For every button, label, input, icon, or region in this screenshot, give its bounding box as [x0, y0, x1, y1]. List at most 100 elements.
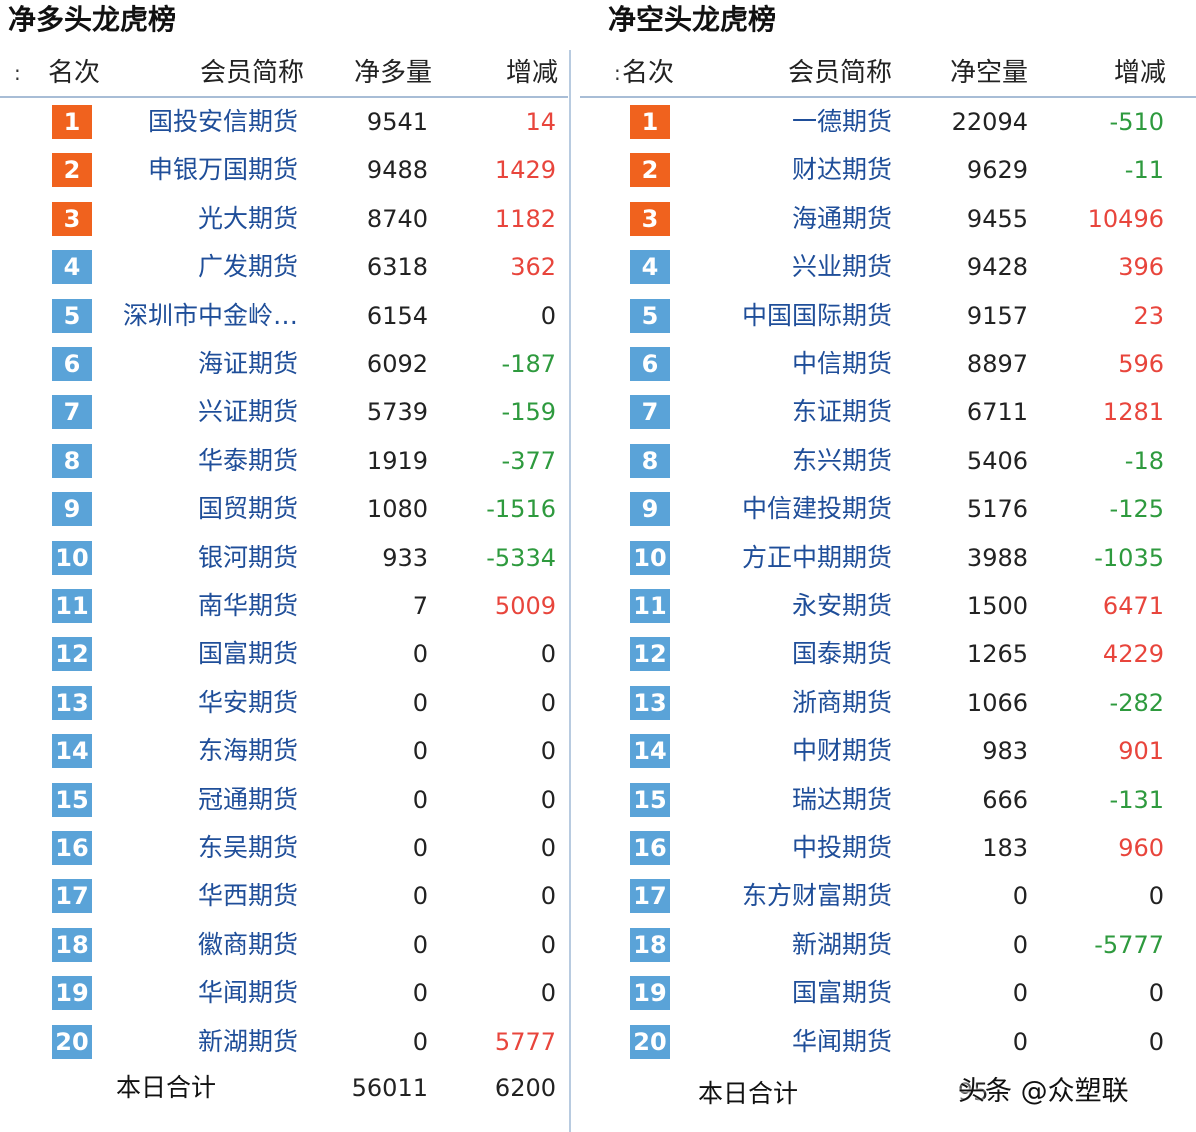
change-value: -1035	[1094, 543, 1164, 572]
member-name: 海证期货	[197, 349, 298, 378]
net-long-total-label: 本日合计	[116, 1073, 217, 1102]
table-row: 7 兴证期货 5739 -159	[0, 388, 568, 436]
change-value: 0	[540, 301, 556, 330]
net-short-total-amount: 95	[958, 1078, 989, 1106]
change-value: 901	[1118, 737, 1164, 766]
rank-badge: 1	[52, 105, 92, 139]
net-short-total-label: 本日合计	[698, 1079, 799, 1108]
member-name: 冠通期货	[197, 784, 298, 814]
net-amount: 0	[412, 785, 428, 814]
net-amount: 3988	[966, 543, 1028, 572]
table-row: 10 银河期货 933 -5334	[0, 534, 568, 582]
panel-divider	[569, 50, 571, 1132]
member-name: 国贸期货	[197, 494, 298, 524]
net-amount: 0	[412, 930, 428, 959]
member-name: 兴证期货	[197, 397, 298, 427]
member-name: 新湖期货	[197, 1026, 298, 1056]
rank-badge: 12	[52, 637, 92, 672]
net-amount: 0	[412, 834, 428, 862]
member-name: 华安期货	[197, 687, 298, 717]
table-row: 4 兴业期货 9428 396	[580, 243, 1196, 291]
net-amount: 7	[412, 592, 428, 620]
member-name: 中财期货	[791, 736, 892, 766]
net-amount: 9455	[966, 204, 1028, 233]
net-amount: 0	[412, 1027, 428, 1056]
net-amount: 1919	[366, 446, 428, 475]
member-name: 国泰期货	[791, 639, 892, 669]
rank-badge: 3	[52, 201, 92, 236]
rank-badge: 19	[630, 976, 670, 1011]
table-row: 13 浙商期货 1066 -282	[580, 679, 1196, 727]
table-row: 15 冠通期货 0 0	[0, 776, 568, 824]
table-row: 18 新湖期货 0 -5777	[580, 921, 1196, 969]
member-name: 深圳市中金岭…	[122, 300, 298, 330]
member-name: 一德期货	[791, 107, 892, 136]
rank-badge: 20	[630, 1024, 670, 1059]
member-name: 华闻期货	[197, 978, 298, 1008]
rank-badge: 16	[52, 831, 92, 865]
net-amount: 0	[1012, 1027, 1028, 1056]
rank-badge: 10	[630, 540, 670, 575]
net-amount: 5739	[366, 398, 428, 427]
table-row: 12 国富期货 0 0	[0, 630, 568, 678]
change-value: 0	[1148, 979, 1164, 1008]
table-row: 19 国富期货 0 0	[580, 969, 1196, 1017]
member-name: 国富期货	[197, 639, 298, 669]
header-rank: 名次	[48, 58, 101, 88]
member-name: 海通期货	[791, 203, 892, 233]
change-value: 0	[540, 834, 556, 862]
net-amount: 9428	[966, 253, 1028, 282]
change-value: -510	[1109, 108, 1164, 136]
rank-badge: 15	[52, 782, 92, 817]
header-member: 会员简称	[200, 58, 305, 88]
rank-badge: 18	[630, 927, 670, 962]
header-net-long: 净多量	[354, 58, 433, 88]
table-row: 15 瑞达期货 666 -131	[580, 776, 1196, 824]
net-amount: 0	[412, 640, 428, 669]
net-short-header: : 名次 会员简称 净空量 增减	[580, 50, 1196, 98]
rank-badge: 8	[52, 443, 92, 478]
table-row: 6 海证期货 6092 -187	[0, 340, 568, 388]
table-row: 18 徽商期货 0 0	[0, 921, 568, 969]
change-value: -159	[501, 398, 556, 427]
net-amount: 5176	[966, 495, 1028, 524]
table-row: 2 申银万国期货 9488 1429	[0, 146, 568, 194]
rank-badge: 18	[52, 927, 92, 962]
change-value: 0	[540, 882, 556, 911]
net-amount: 983	[982, 737, 1028, 766]
net-amount: 183	[982, 834, 1028, 862]
header-dot: :	[614, 61, 621, 85]
net-long-panel: 净多头龙虎榜 : 名次 会员简称 净多量 增减 1 国投安信期货 9541 14 2 申银…	[0, 0, 568, 1132]
member-name: 中信建投期货	[741, 494, 892, 524]
table-row: 12 国泰期货 1265 4229	[580, 630, 1196, 678]
header-change: 增减	[1114, 58, 1167, 88]
change-value: -377	[501, 446, 556, 475]
rank-badge: 3	[630, 201, 670, 236]
net-amount: 6092	[366, 350, 428, 378]
table-row: 20 新湖期货 0 5777	[0, 1018, 568, 1066]
net-amount: 8740	[366, 204, 428, 233]
rank-badge: 16	[630, 831, 670, 865]
change-value: -131	[1109, 785, 1164, 814]
net-amount: 9629	[966, 156, 1028, 185]
table-row: 11 南华期货 7 5009	[0, 582, 568, 630]
member-name: 东方财富期货	[741, 881, 892, 911]
net-amount: 933	[382, 543, 428, 572]
member-name: 华西期货	[197, 881, 298, 911]
member-name: 银河期货	[197, 542, 298, 572]
rank-badge: 15	[630, 782, 670, 817]
net-amount: 22094	[951, 108, 1028, 136]
table-row: 3 海通期货 9455 10496	[580, 195, 1196, 243]
net-long-total-change: 6200	[494, 1074, 556, 1102]
change-value: 0	[540, 930, 556, 959]
net-amount: 0	[1012, 979, 1028, 1008]
rank-badge: 13	[630, 685, 670, 720]
rank-badge: 5	[52, 298, 92, 333]
table-row: 5 深圳市中金岭… 6154 0	[0, 292, 568, 340]
rank-badge: 9	[630, 492, 670, 527]
rank-badge: 5	[630, 298, 670, 333]
watermark: 头条 @众塑联	[958, 1076, 1129, 1107]
table-row: 9 国贸期货 1080 -1516	[0, 485, 568, 533]
rank-badge: 1	[630, 105, 670, 139]
net-amount: 5406	[966, 446, 1028, 475]
